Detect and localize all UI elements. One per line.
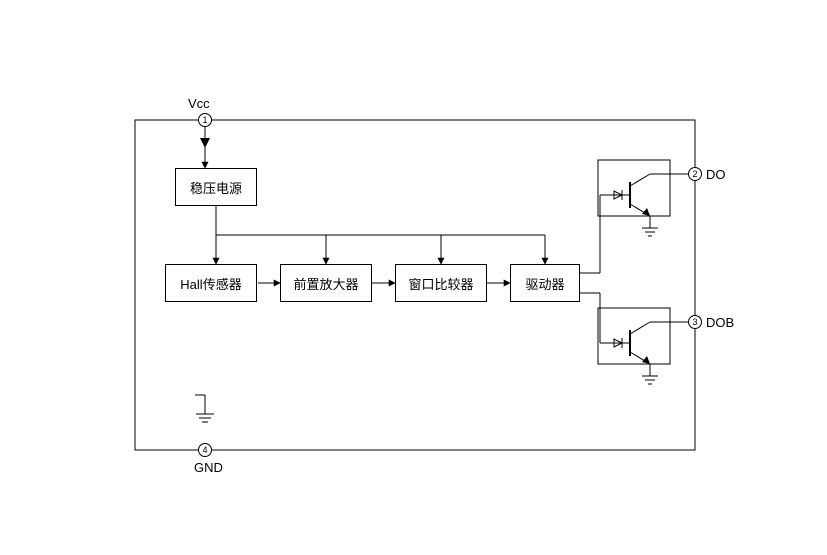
- pin-vcc-label: Vcc: [188, 96, 210, 111]
- block-driver-label: 驱动器: [525, 274, 564, 293]
- block-preamp-label: 前置放大器: [293, 274, 358, 293]
- t-top-collector: [630, 174, 650, 186]
- t-bot-box: [598, 308, 670, 364]
- t-bot-collector: [630, 322, 650, 334]
- block-preamp: 前置放大器: [280, 264, 372, 302]
- pin-vcc-circle: 1: [198, 113, 212, 127]
- pin-dob-label: DOB: [706, 315, 734, 330]
- pin-dob-circle: 3: [688, 315, 702, 329]
- block-driver: 驱动器: [510, 264, 580, 302]
- pin-gnd-circle: 4: [198, 443, 212, 457]
- block-window-label: 窗口比较器: [408, 274, 473, 293]
- pin-do-label: DO: [706, 167, 726, 182]
- pin-do-num: 2: [692, 169, 697, 179]
- t-top-box: [598, 160, 670, 216]
- pin-gnd-num: 4: [202, 445, 207, 455]
- block-window: 窗口比较器: [395, 264, 487, 302]
- diagram-canvas: 稳压电源 Hall传感器 前置放大器 窗口比较器 驱动器 1 Vcc 2 DO …: [0, 0, 827, 555]
- block-regulator: 稳压电源: [175, 168, 257, 206]
- pin-do-circle: 2: [688, 167, 702, 181]
- pin-dob-num: 3: [692, 317, 697, 327]
- block-hall: Hall传感器: [165, 264, 257, 302]
- vcc-arrowhead: [200, 138, 210, 148]
- pin-gnd-label: GND: [194, 460, 223, 475]
- pin-vcc-num: 1: [202, 115, 207, 125]
- block-hall-label: Hall传感器: [180, 274, 241, 293]
- block-regulator-label: 稳压电源: [190, 178, 242, 197]
